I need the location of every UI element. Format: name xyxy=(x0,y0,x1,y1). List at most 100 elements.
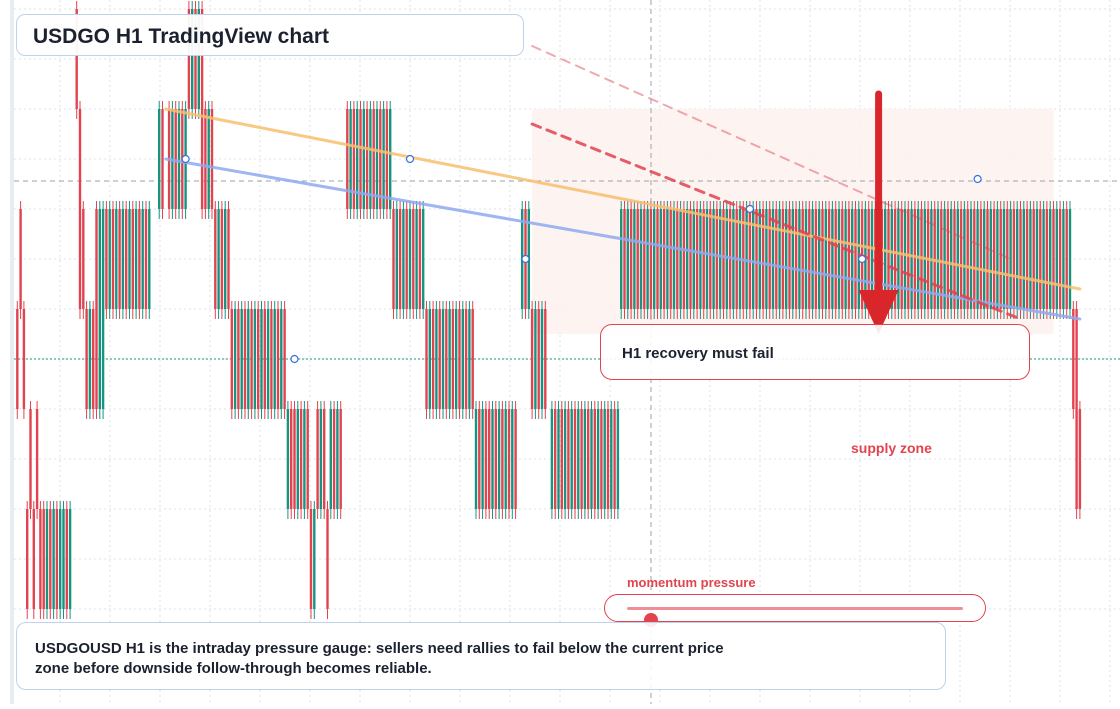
candle xyxy=(956,209,959,309)
trendline-anchor-icon xyxy=(290,354,299,364)
candle xyxy=(455,309,458,409)
candle xyxy=(844,209,847,309)
candle xyxy=(689,209,692,309)
candle xyxy=(537,309,540,409)
candle xyxy=(194,9,197,109)
candle xyxy=(478,409,481,509)
candle xyxy=(580,409,583,509)
candle xyxy=(204,109,207,209)
gauge-label: momentum pressure xyxy=(627,575,756,590)
candle xyxy=(897,209,900,309)
chart-title-box: USDGO H1 TradingView chart xyxy=(16,14,524,56)
candle xyxy=(92,309,95,409)
candle xyxy=(326,509,329,609)
candle xyxy=(362,109,365,209)
candle xyxy=(1065,209,1068,309)
candle xyxy=(996,209,999,309)
candle xyxy=(563,409,567,509)
candle xyxy=(224,209,227,309)
candle xyxy=(352,109,356,209)
candle xyxy=(365,109,369,209)
candle xyxy=(481,409,484,509)
candle xyxy=(356,109,359,209)
candle xyxy=(105,209,108,309)
candle xyxy=(745,209,748,309)
candle xyxy=(425,309,428,409)
candle xyxy=(42,509,45,609)
candle xyxy=(798,209,801,309)
candle xyxy=(118,209,121,309)
candle xyxy=(402,209,405,309)
candle xyxy=(692,209,695,309)
candle xyxy=(422,209,425,309)
candle xyxy=(890,209,893,309)
candle xyxy=(712,209,715,309)
candle xyxy=(695,209,699,309)
candle xyxy=(197,9,200,109)
candle xyxy=(636,209,639,309)
candle xyxy=(62,509,65,609)
candle xyxy=(778,209,781,309)
candle xyxy=(200,9,204,209)
candle xyxy=(441,309,445,409)
candle xyxy=(1019,209,1022,309)
candle xyxy=(339,409,342,509)
gauge-track[interactable] xyxy=(627,607,963,627)
candle xyxy=(1058,209,1062,309)
candle xyxy=(593,409,596,509)
candle xyxy=(686,209,689,309)
candle xyxy=(1009,209,1012,309)
candle xyxy=(240,309,243,409)
candle xyxy=(270,309,273,409)
candle xyxy=(940,209,943,309)
candle xyxy=(319,409,323,509)
candle xyxy=(907,209,910,309)
candle xyxy=(263,309,266,409)
candle xyxy=(785,209,788,309)
candle xyxy=(474,409,478,509)
candle xyxy=(775,209,778,309)
candle xyxy=(75,9,78,109)
candle xyxy=(22,309,26,409)
candle xyxy=(408,209,412,309)
candle xyxy=(26,509,29,609)
candle xyxy=(49,509,52,609)
candle xyxy=(293,409,296,509)
candle xyxy=(392,209,395,309)
candle xyxy=(290,409,293,509)
candle xyxy=(108,209,111,309)
candle xyxy=(144,209,148,309)
candle xyxy=(755,209,758,309)
candle xyxy=(501,409,504,509)
candle xyxy=(464,309,468,409)
candle xyxy=(963,209,966,309)
left-toolbar-edge xyxy=(10,0,14,704)
momentum-gauge[interactable] xyxy=(604,594,986,627)
candle xyxy=(1078,409,1082,509)
candle xyxy=(969,209,973,309)
candle xyxy=(788,209,791,309)
candle xyxy=(299,409,303,509)
candle xyxy=(633,209,636,309)
candle xyxy=(620,209,623,309)
candle xyxy=(662,209,666,309)
candle xyxy=(801,209,804,309)
candle xyxy=(814,209,818,309)
candle xyxy=(557,409,560,509)
trendline xyxy=(530,122,1022,321)
candle xyxy=(847,209,851,309)
candle xyxy=(412,209,415,309)
candle xyxy=(494,409,497,509)
candle xyxy=(250,309,253,409)
candle xyxy=(910,209,913,309)
candle xyxy=(1002,209,1006,309)
callout-text: H1 recovery must fail xyxy=(622,345,774,362)
candle xyxy=(415,209,418,309)
candle xyxy=(161,109,164,209)
candle xyxy=(1052,209,1055,309)
candle xyxy=(966,209,969,309)
candle xyxy=(29,409,32,509)
candle xyxy=(610,409,613,509)
candle xyxy=(372,109,375,209)
trendline-anchor-icon xyxy=(973,174,982,184)
